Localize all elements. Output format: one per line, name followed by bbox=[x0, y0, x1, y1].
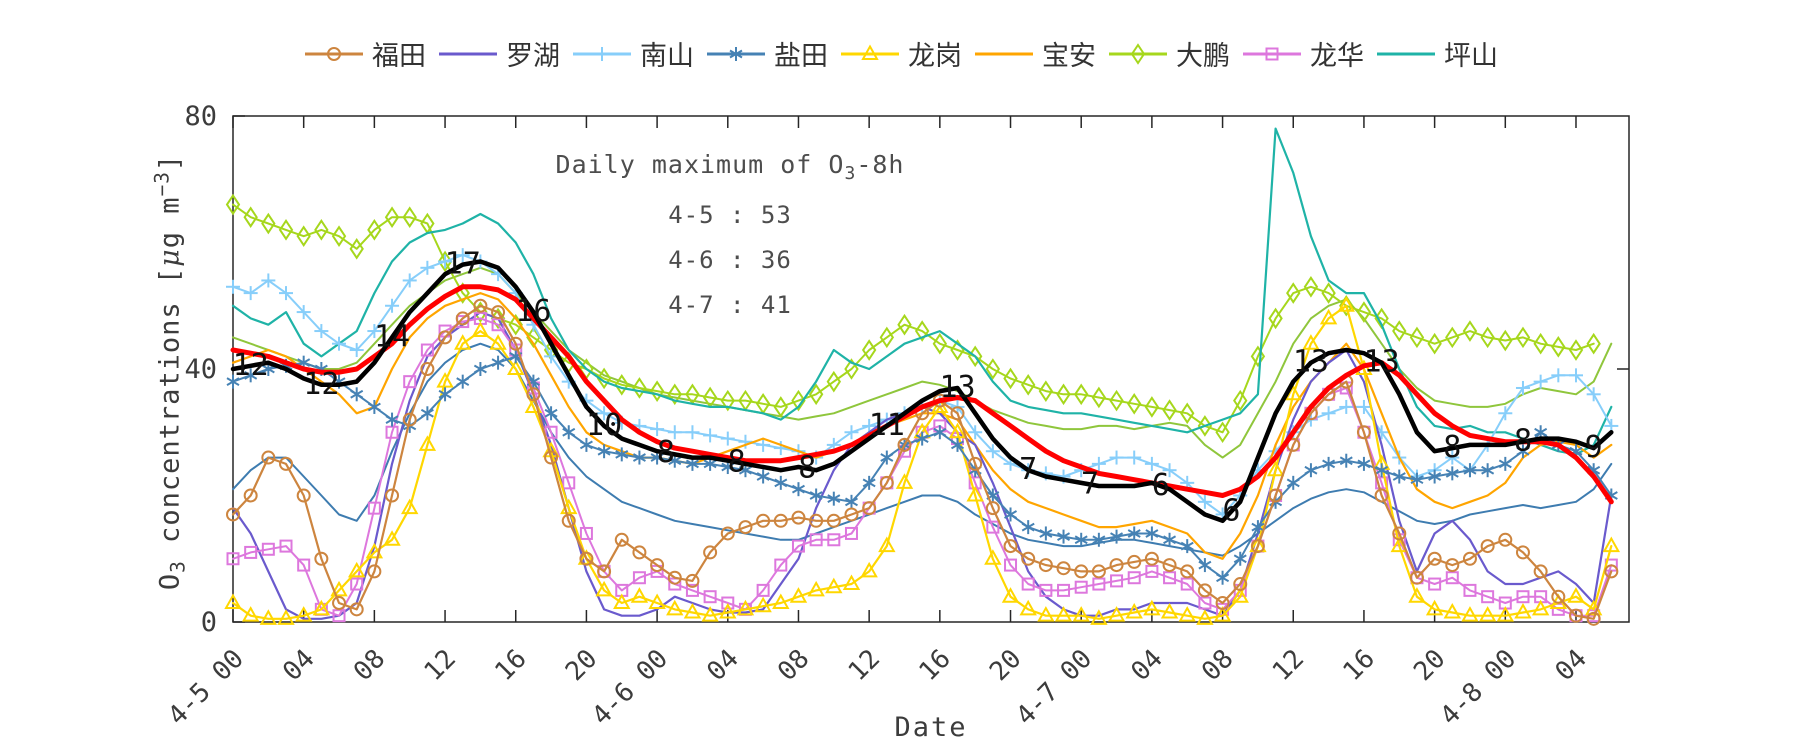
legend-label: 福田 bbox=[372, 41, 426, 72]
annotation-value: 10 bbox=[586, 408, 622, 443]
annotation-value: 8 bbox=[1443, 430, 1461, 465]
legend-label: 龙岗 bbox=[908, 41, 962, 72]
series-pingshan bbox=[231, 127, 1613, 456]
daily-max-entry: 4-6 : 36 bbox=[668, 246, 792, 274]
series-red_line bbox=[230, 284, 1614, 505]
legend-item-yantian: 盐田 bbox=[704, 34, 828, 73]
annotation-value: 11 bbox=[869, 408, 905, 443]
annotation-value: 13 bbox=[1364, 345, 1400, 380]
x-tick-label: 12 bbox=[843, 644, 886, 687]
x-tick-label: 04 bbox=[701, 644, 744, 687]
annotation-value: 9 bbox=[1585, 430, 1603, 465]
x-tick-label: 20 bbox=[1408, 644, 1451, 687]
legend-item-longgang: 龙岗 bbox=[838, 34, 962, 73]
x-tick-label: 04 bbox=[277, 644, 320, 687]
series-unlabeled_green bbox=[232, 266, 1613, 459]
legend-swatch-plus-icon bbox=[573, 46, 631, 61]
legend-label: 罗湖 bbox=[506, 41, 560, 72]
legend-item-luohu: 罗湖 bbox=[436, 34, 560, 73]
annotation-value: 8 bbox=[1514, 424, 1532, 459]
daily-max-annotation: Daily maximum of O3-8h 4-5 : 53 4-6 : 36… bbox=[470, 150, 990, 319]
annotation-value: 13 bbox=[1293, 345, 1329, 380]
legend-label: 龙华 bbox=[1310, 41, 1364, 72]
legend-swatch-triangle-icon bbox=[841, 43, 899, 60]
legend-label: 宝安 bbox=[1042, 41, 1096, 72]
axis-ticks bbox=[232, 115, 1629, 623]
x-tick-label: 16 bbox=[489, 644, 532, 687]
y-tick-label: 80 bbox=[184, 101, 217, 132]
annotation-value: 12 bbox=[233, 348, 269, 383]
legend-label: 盐田 bbox=[774, 41, 828, 72]
legend-label: 坪山 bbox=[1444, 41, 1498, 72]
legend-label: 大鹏 bbox=[1176, 41, 1230, 72]
x-tick-label: 12 bbox=[1267, 644, 1310, 687]
legend-swatch-none-icon bbox=[975, 52, 1033, 55]
legend-swatch-circle-icon bbox=[305, 46, 363, 61]
x-tick-label: 20 bbox=[984, 644, 1027, 687]
x-tick-label: 08 bbox=[772, 644, 815, 687]
legend-swatch-diamond-icon bbox=[1109, 42, 1167, 65]
annotation-value: 17 bbox=[445, 247, 481, 282]
annotation-value: 8 bbox=[728, 444, 746, 479]
y-tick-label: 0 bbox=[201, 607, 217, 638]
x-tick-label: 16 bbox=[1338, 644, 1381, 687]
daily-max-title: Daily maximum of O3-8h bbox=[555, 150, 905, 184]
x-tick-label: 04 bbox=[1550, 644, 1593, 687]
daily-max-entry: 4-5 : 53 bbox=[668, 201, 792, 229]
series-yantian bbox=[226, 349, 1618, 585]
legend-item-futian: 福田 bbox=[302, 34, 426, 73]
legend-item-dapeng: 大鹏 bbox=[1106, 34, 1230, 73]
legend-swatch-asterisk-icon bbox=[707, 46, 765, 61]
annotation-value: 14 bbox=[374, 319, 410, 354]
annotation-value: 7 bbox=[1081, 466, 1099, 501]
daily-max-entry: 4-7 : 41 bbox=[668, 291, 792, 319]
x-tick-label: 08 bbox=[1196, 644, 1239, 687]
legend-item-longhua: 龙华 bbox=[1240, 34, 1364, 73]
legend-swatch-square-icon bbox=[1243, 47, 1301, 60]
annotation-value: 8 bbox=[798, 451, 816, 486]
legend-item-baoan: 宝安 bbox=[972, 34, 1096, 73]
legend-label: 南山 bbox=[640, 41, 694, 72]
legend-swatch-none-icon bbox=[1377, 52, 1435, 55]
x-tick-label: 08 bbox=[348, 644, 391, 687]
legend-swatch-none-icon bbox=[439, 52, 497, 55]
x-tick-label: 04 bbox=[1125, 644, 1168, 687]
y-axis-label: O3 concentrations [μg m−3] bbox=[150, 153, 190, 591]
legend-item-nanshan: 南山 bbox=[570, 34, 694, 73]
x-tick-label: 16 bbox=[913, 644, 956, 687]
y-tick-label: 40 bbox=[184, 354, 217, 385]
annotation-value: 8 bbox=[657, 435, 675, 470]
black-line-value-annotations: 12 12 14 17 16 10 8 8 8 11 13 7 7 6 6 13 13 8 8 9 bbox=[233, 247, 1603, 529]
x-tick-label: 12 bbox=[419, 644, 462, 687]
x-tick-label: 20 bbox=[560, 644, 603, 687]
annotation-value: 12 bbox=[303, 367, 339, 402]
annotation-value: 7 bbox=[1019, 452, 1037, 487]
series-average_black bbox=[230, 259, 1614, 524]
x-axis-label: Date bbox=[894, 712, 968, 743]
series-futian bbox=[226, 298, 1619, 626]
annotation-value: 6 bbox=[1152, 468, 1170, 503]
annotation-value: 13 bbox=[939, 370, 975, 405]
legend-item-pingshan: 坪山 bbox=[1374, 34, 1498, 73]
annotation-value: 16 bbox=[515, 294, 551, 329]
annotation-value: 6 bbox=[1222, 493, 1240, 528]
chart-legend: 福田 罗湖 南山 盐田 龙岗 宝安 大鹏 龙华 坪山 bbox=[0, 34, 1800, 73]
